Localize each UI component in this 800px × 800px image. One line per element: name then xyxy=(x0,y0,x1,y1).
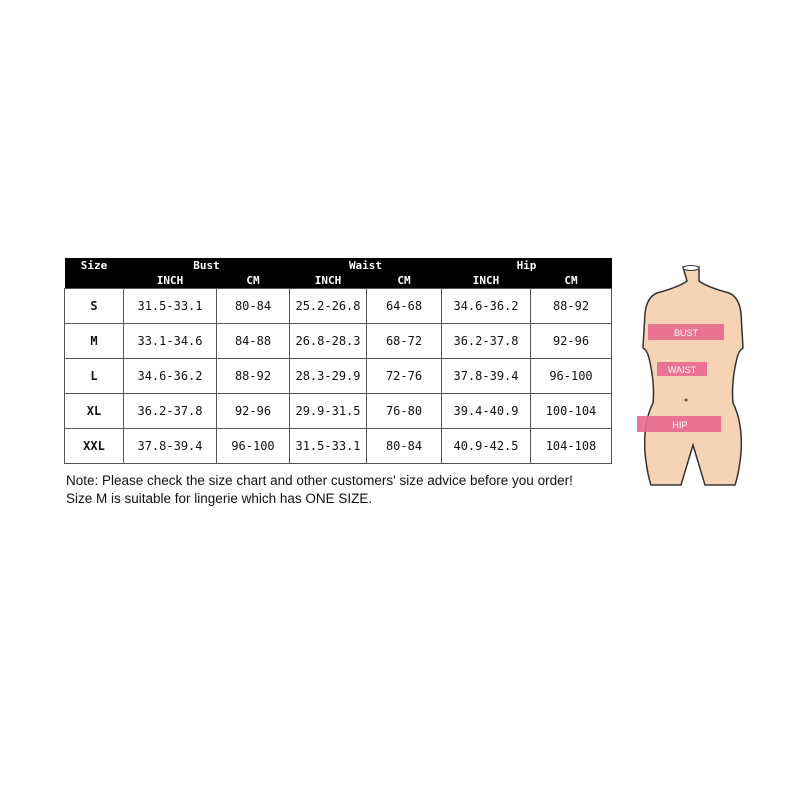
header-inch: INCH xyxy=(441,273,531,289)
cell: 96-100 xyxy=(216,428,290,464)
table-row: L 34.6-36.2 88-92 28.3-29.9 72-76 37.8-39.4 96… xyxy=(64,358,612,394)
size-chart-table: Size Bust Waist Hip INCH CM INCH CM INCH… xyxy=(64,258,612,464)
size-cell: L xyxy=(64,358,124,394)
cell: 104-108 xyxy=(530,428,612,464)
size-cell: XXL xyxy=(64,428,124,464)
header-cm: CM xyxy=(366,273,442,289)
cell: 37.8-39.4 xyxy=(441,358,531,394)
cell: 37.8-39.4 xyxy=(123,428,217,464)
header-blank xyxy=(64,273,124,289)
hip-label: HIP xyxy=(672,420,687,430)
cell: 34.6-36.2 xyxy=(441,288,531,324)
cell: 40.9-42.5 xyxy=(441,428,531,464)
cell: 80-84 xyxy=(216,288,290,324)
header-cm: CM xyxy=(216,273,290,289)
cell: 80-84 xyxy=(366,428,442,464)
table-row: XXL 37.8-39.4 96-100 31.5-33.1 80-84 40.9-42.… xyxy=(64,428,612,464)
bust-label: BUST xyxy=(674,328,699,338)
cell: 88-92 xyxy=(216,358,290,394)
cell: 84-88 xyxy=(216,323,290,359)
header-size: Size xyxy=(64,258,124,273)
bust-band xyxy=(648,324,724,340)
cell: 26.8-28.3 xyxy=(289,323,367,359)
cell: 68-72 xyxy=(366,323,442,359)
cell: 25.2-26.8 xyxy=(289,288,367,324)
cell: 36.2-37.8 xyxy=(123,393,217,429)
header-row-1: Size Bust Waist Hip xyxy=(64,258,612,273)
size-cell: S xyxy=(64,288,124,324)
waist-band xyxy=(657,362,707,376)
cell: 29.9-31.5 xyxy=(289,393,367,429)
waist-label: WAIST xyxy=(668,365,697,375)
cell: 34.6-36.2 xyxy=(123,358,217,394)
hip-band xyxy=(637,416,721,432)
cell: 100-104 xyxy=(530,393,612,429)
cell: 92-96 xyxy=(530,323,612,359)
cell: 76-80 xyxy=(366,393,442,429)
cell: 33.1-34.6 xyxy=(123,323,217,359)
table-row: XL 36.2-37.8 92-96 29.9-31.5 76-80 39.4-40.9 1… xyxy=(64,393,612,429)
size-cell: XL xyxy=(64,393,124,429)
cell: 64-68 xyxy=(366,288,442,324)
cell: 31.5-33.1 xyxy=(289,428,367,464)
note-line-1: Note: Please check the size chart and ot… xyxy=(66,473,573,488)
cell: 31.5-33.1 xyxy=(123,288,217,324)
size-cell: M xyxy=(64,323,124,359)
cell: 36.2-37.8 xyxy=(441,323,531,359)
table-row: M 33.1-34.6 84-88 26.8-28.3 68-72 36.2-37.8 92… xyxy=(64,323,612,359)
cell: 88-92 xyxy=(530,288,612,324)
body-measurement-figure: BUST WAIST HIP xyxy=(637,265,744,486)
table-row: S 31.5-33.1 80-84 25.2-26.8 64-68 34.6-36.2 88… xyxy=(64,288,612,324)
header-cm: CM xyxy=(530,273,612,289)
header-inch: INCH xyxy=(289,273,367,289)
header-row-2: INCH CM INCH CM INCH CM xyxy=(64,273,612,289)
header-hip: Hip xyxy=(441,258,612,273)
cell: 72-76 xyxy=(366,358,442,394)
cell: 92-96 xyxy=(216,393,290,429)
header-bust: Bust xyxy=(123,258,290,273)
note-line-2: Size M is suitable for lingerie which ha… xyxy=(66,491,373,506)
header-inch: INCH xyxy=(123,273,217,289)
cell: 39.4-40.9 xyxy=(441,393,531,429)
cell: 96-100 xyxy=(530,358,612,394)
header-waist: Waist xyxy=(289,258,442,273)
cell: 28.3-29.9 xyxy=(289,358,367,394)
